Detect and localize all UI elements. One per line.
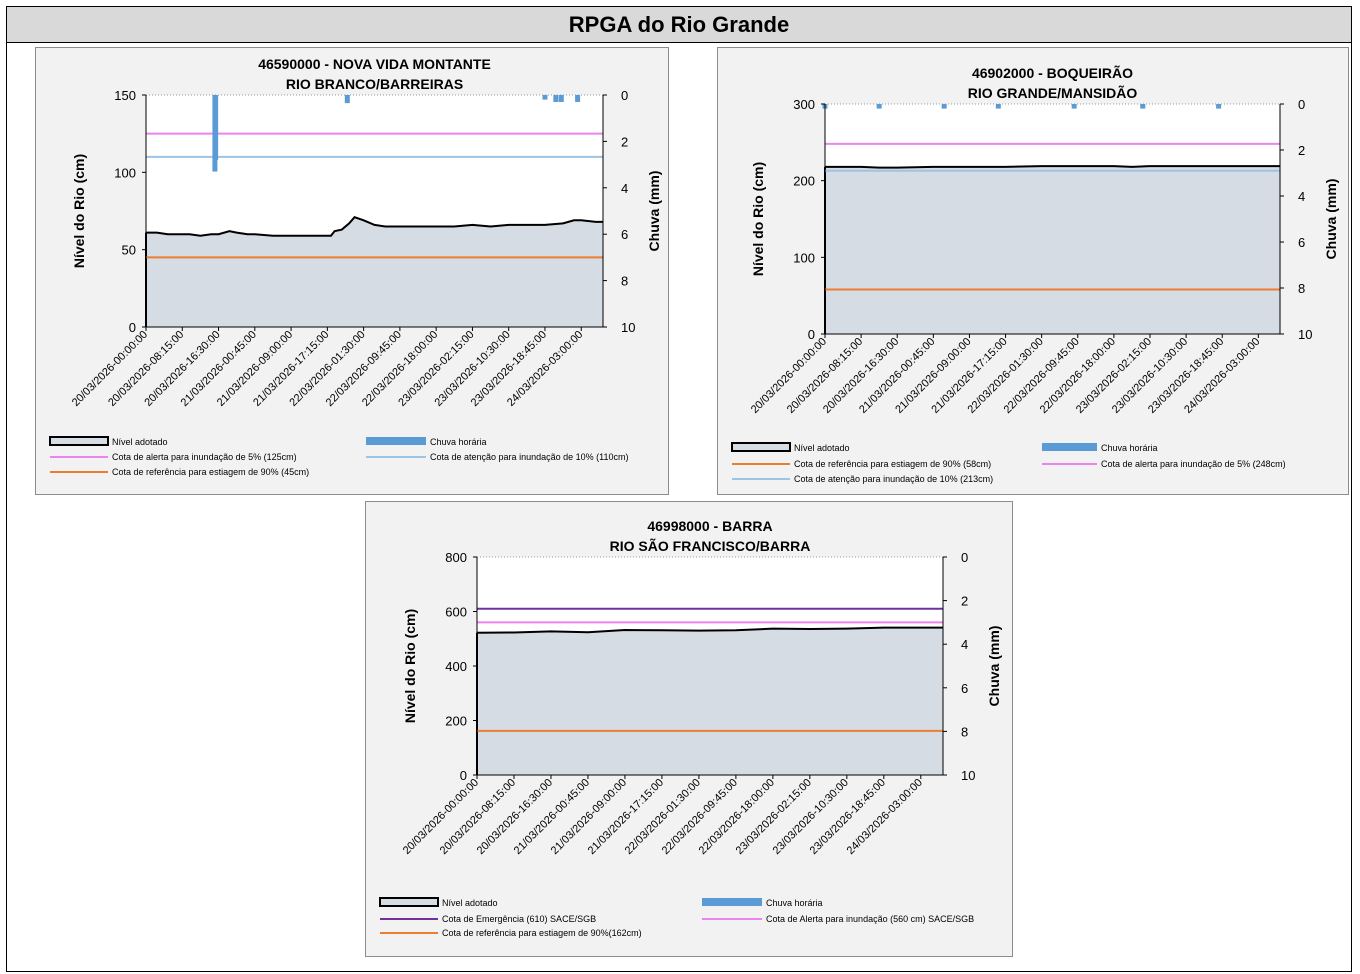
rain-bar-5 <box>1140 104 1146 109</box>
y2-tick-label: 0 <box>1298 97 1305 112</box>
y-axis-label: Nível do Rio (cm) <box>402 609 418 723</box>
y-tick-label: 100 <box>114 165 136 180</box>
y2-tick-label: 10 <box>1298 327 1312 342</box>
legend-level-label: Nível adotado <box>112 437 168 447</box>
y-axis-label: Nível do Rio (cm) <box>750 162 766 276</box>
legend-rain-label: Chuva horária <box>430 437 487 447</box>
rain-bar-5 <box>558 95 564 102</box>
page-title: RPGA do Rio Grande <box>7 7 1351 43</box>
rain-bar-1 <box>213 95 219 160</box>
legend-line-1-label: Cota de atenção para inundação de 10% (1… <box>430 452 628 462</box>
legend-line-2-label: Cota de atenção para inundação de 10% (2… <box>794 474 993 484</box>
legend-rain-swatch <box>1042 443 1097 451</box>
y2-axis-label: Chuva (mm) <box>1323 179 1339 260</box>
y-tick-label: 300 <box>793 97 815 112</box>
rain-bar-2 <box>344 95 350 104</box>
rain-bar-6 <box>1216 104 1222 109</box>
legend-level-swatch <box>49 436 109 446</box>
y-tick-label: 0 <box>808 327 815 342</box>
chart-panel-barra: 46998000 - BARRA RIO SÃO FRANCISCO/BARRA 0… <box>365 501 1013 957</box>
y2-tick-label: 4 <box>1298 189 1305 204</box>
y-tick-label: 150 <box>114 88 136 103</box>
y2-tick-label: 10 <box>621 320 635 335</box>
legend-line-2-label: Cota de referência para estiagem de 90% … <box>112 467 309 477</box>
chart-subtitle: RIO SÃO FRANCISCO/BARRA <box>610 537 811 554</box>
y-tick-label: 0 <box>129 320 136 335</box>
legend-rain-label: Chuva horária <box>1101 443 1158 453</box>
level-line <box>146 216 603 237</box>
y2-tick-label: 8 <box>1298 281 1305 296</box>
legend-line-1-label: Cota de Alerta para inundação (560 cm) S… <box>766 914 974 924</box>
y-tick-label: 0 <box>460 768 467 783</box>
chart-title: 46902000 - BOQUEIRÃO <box>972 64 1133 81</box>
y2-tick-label: 0 <box>621 88 628 103</box>
y2-axis-label: Chuva (mm) <box>646 171 662 252</box>
chart-subtitle: RIO GRANDE/MANSIDÃO <box>968 84 1138 101</box>
legend-level-swatch <box>379 897 439 907</box>
y2-tick-label: 2 <box>961 594 968 609</box>
y2-tick-label: 2 <box>621 134 628 149</box>
y2-axis-label: Chuva (mm) <box>986 626 1002 707</box>
legend-line-1-label: Cota de alerta para inundação de 5% (248… <box>1101 459 1286 469</box>
y-tick-label: 400 <box>445 659 467 674</box>
rain-bar-6 <box>575 95 581 102</box>
rain-bar-4 <box>1071 104 1077 109</box>
y-tick-label: 100 <box>793 250 815 265</box>
y2-tick-label: 10 <box>961 768 975 783</box>
y-tick-label: 800 <box>445 550 467 565</box>
y2-tick-label: 2 <box>1298 143 1305 158</box>
y2-tick-label: 6 <box>621 227 628 242</box>
legend-rain-swatch <box>366 437 426 445</box>
rain-bar-4 <box>553 95 559 102</box>
chart-nova-vida: 46590000 - NOVA VIDA MONTANTE RIO BRANCO/… <box>49 56 662 477</box>
rain-bar-3 <box>995 104 1001 109</box>
legend-line-0-label: Cota de alerta para inundação de 5% (125… <box>112 452 297 462</box>
legend-line-0-label: Cota de Emergência (610) SACE/SGB <box>442 914 596 924</box>
legend-level-label: Nível adotado <box>794 443 850 453</box>
chart-panel-nova-vida: 46590000 - NOVA VIDA MONTANTE RIO BRANCO/… <box>35 47 669 495</box>
y-tick-label: 200 <box>445 714 467 729</box>
level-area <box>477 627 943 775</box>
chart-title: 46590000 - NOVA VIDA MONTANTE <box>258 56 491 72</box>
legend-rain-label: Chuva horária <box>766 898 823 908</box>
chart-title: 46998000 - BARRA <box>647 518 772 534</box>
rain-bar-2 <box>941 104 947 109</box>
y-tick-label: 200 <box>793 174 815 189</box>
y2-tick-label: 8 <box>621 274 628 289</box>
page-frame: RPGA do Rio Grande 46590000 - NOVA VIDA … <box>6 6 1352 972</box>
y-tick-label: 50 <box>122 243 136 258</box>
legend-level-swatch <box>731 442 791 452</box>
legend-rain-swatch <box>702 898 762 906</box>
y2-tick-label: 0 <box>961 550 968 565</box>
level-area <box>146 217 603 327</box>
x-tick-label: 24/03/2026-03:00:00 <box>845 777 925 857</box>
legend-level-label: Nível adotado <box>442 898 498 908</box>
legend-line-0-label: Cota de referência para estiagem de 90% … <box>794 459 991 469</box>
rain-bar-1 <box>876 104 882 109</box>
chart-boqueirao: 46902000 - BOQUEIRÃO RIO GRANDE/MANSIDÃO 0… <box>731 64 1339 484</box>
y2-tick-label: 6 <box>961 681 968 696</box>
rain-bar-3 <box>542 95 548 100</box>
level-line <box>476 626 943 634</box>
level-line <box>825 165 1280 169</box>
y2-tick-label: 4 <box>961 637 968 652</box>
level-area <box>825 166 1280 334</box>
chart-panel-boqueirao: 46902000 - BOQUEIRÃO RIO GRANDE/MANSIDÃO 0… <box>717 47 1349 495</box>
y2-tick-label: 6 <box>1298 235 1305 250</box>
chart-subtitle: RIO BRANCO/BARREIRAS <box>286 76 463 92</box>
y2-tick-label: 8 <box>961 724 968 739</box>
legend-line-2-label: Cota de referência para estiagem de 90%(… <box>442 928 642 938</box>
y-tick-label: 600 <box>445 605 467 620</box>
chart-barra: 46998000 - BARRA RIO SÃO FRANCISCO/BARRA 0… <box>379 518 1002 938</box>
y-axis-label: Nível do Rio (cm) <box>71 154 87 268</box>
y2-tick-label: 4 <box>621 181 628 196</box>
